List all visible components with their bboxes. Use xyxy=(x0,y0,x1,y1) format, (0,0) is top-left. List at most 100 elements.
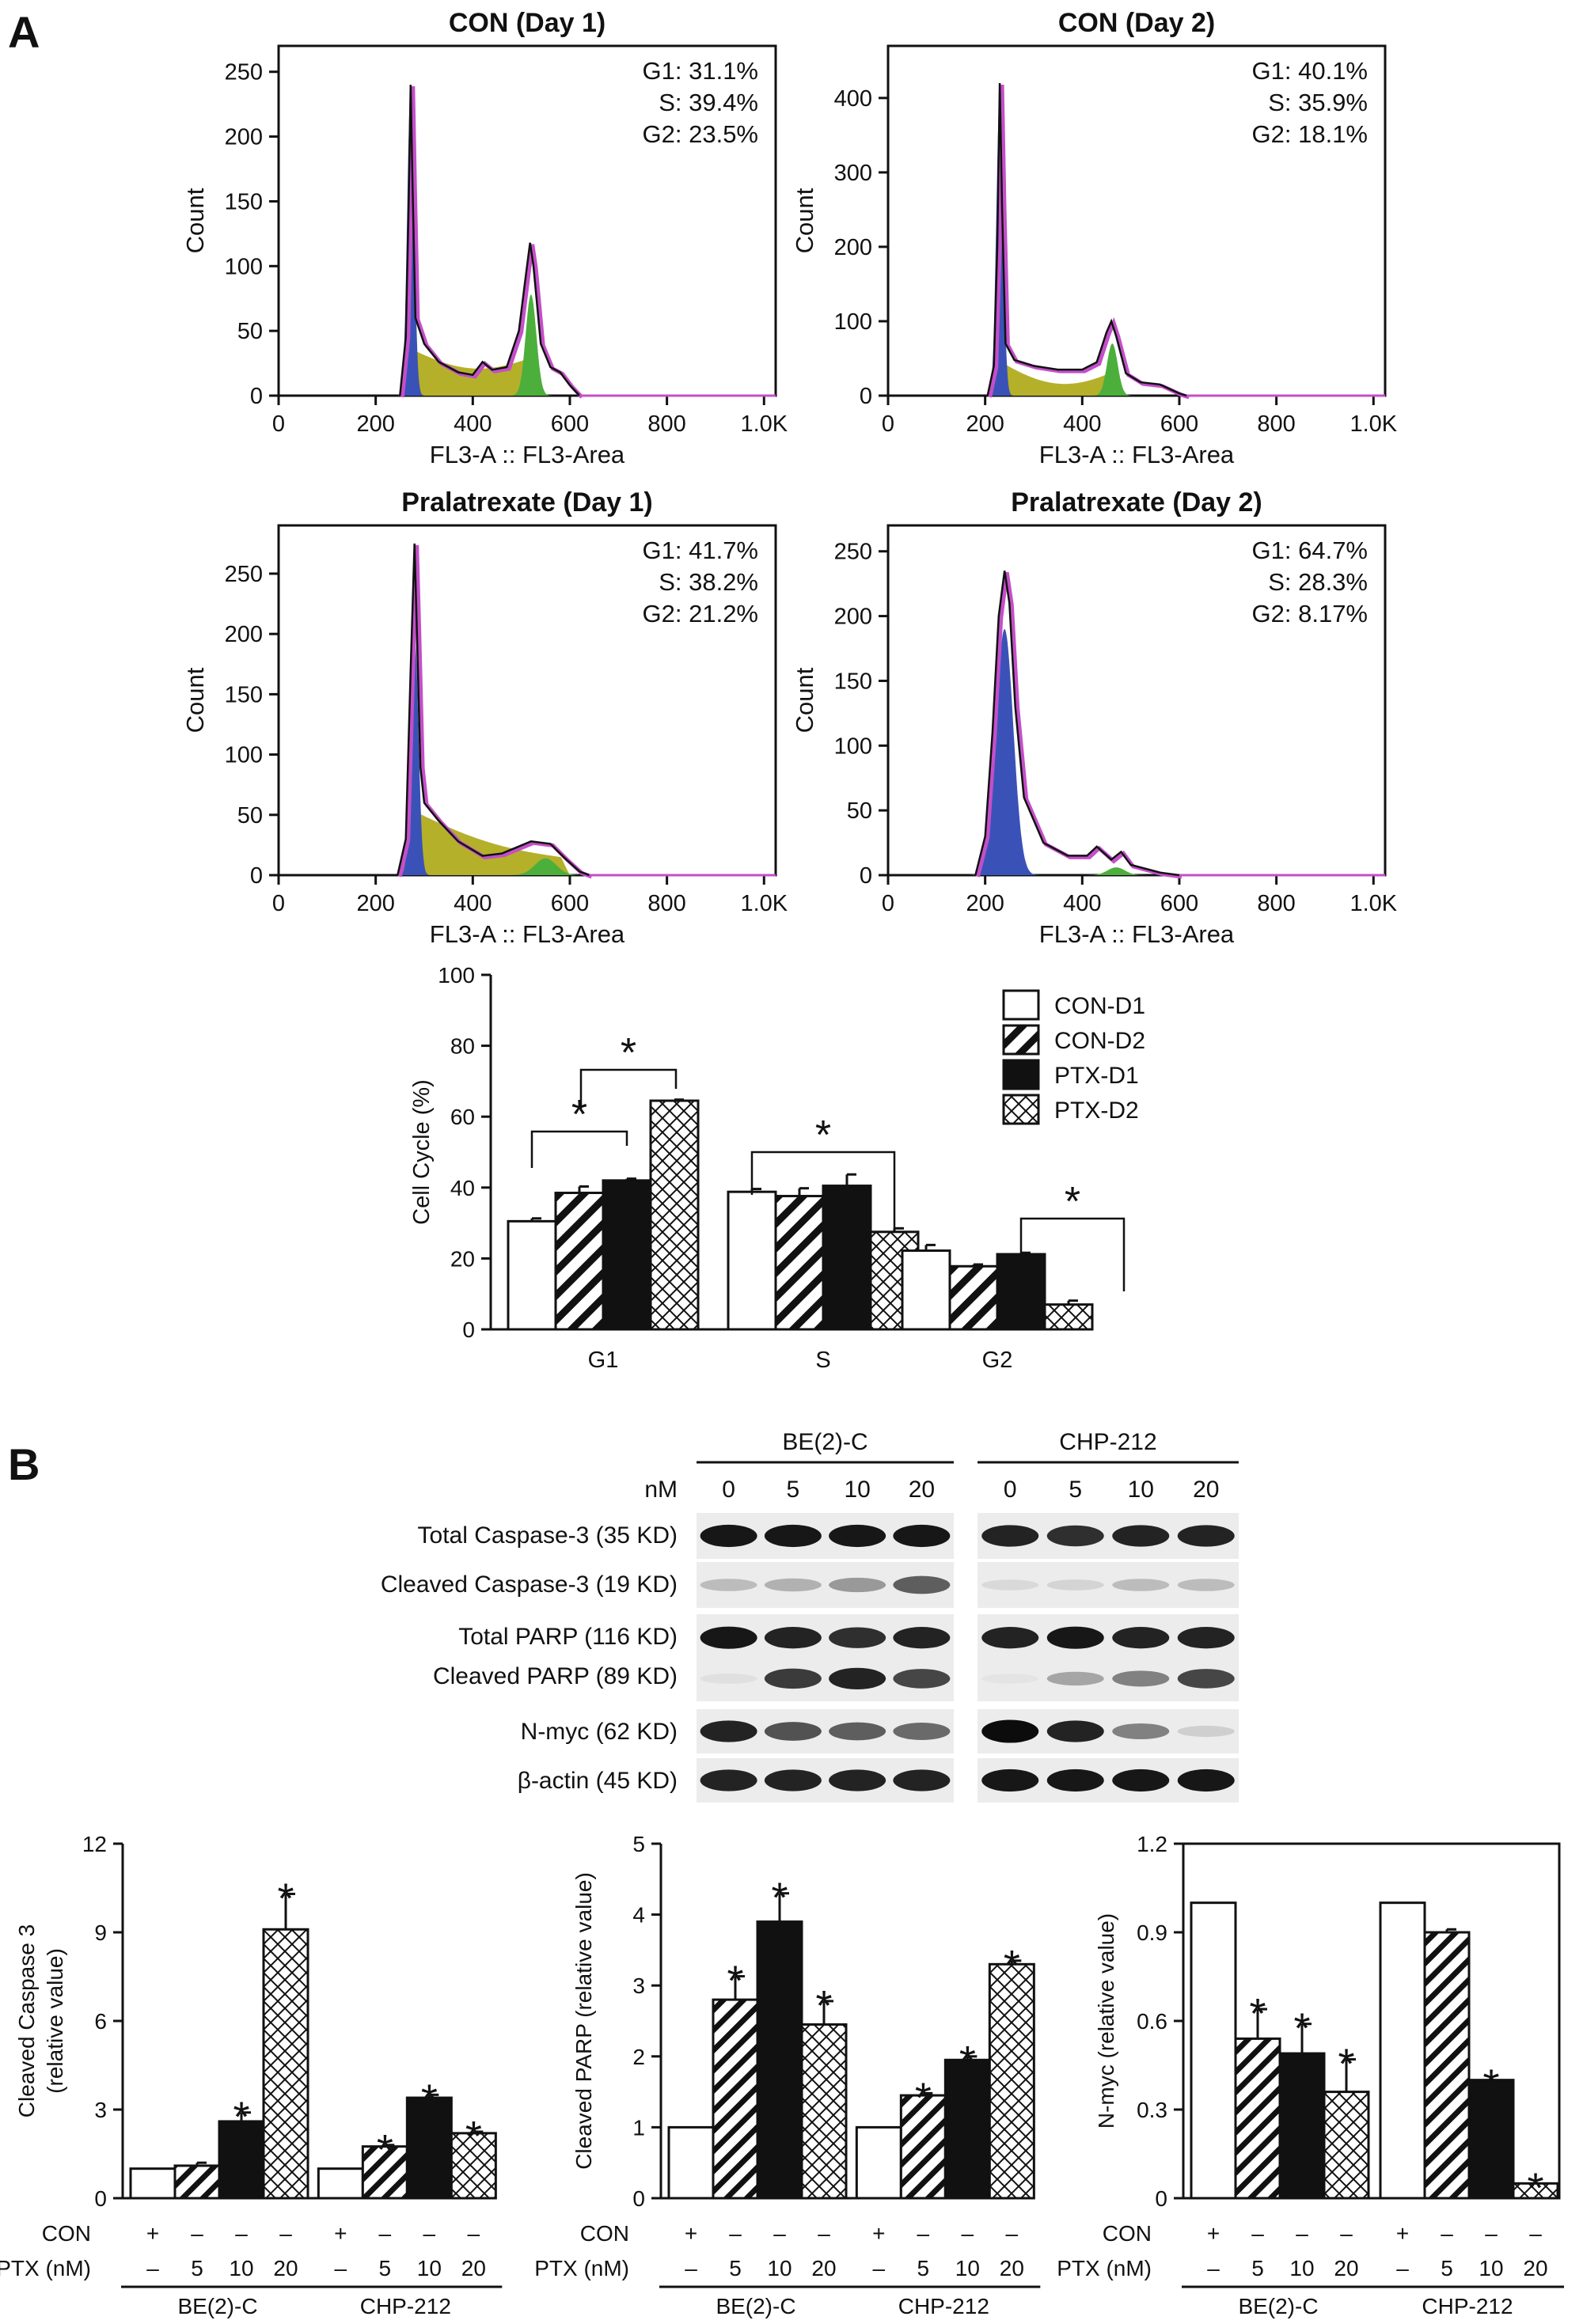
con-row-value: + xyxy=(1396,2221,1409,2246)
con-row-value: – xyxy=(423,2221,436,2246)
dose-label: 20 xyxy=(1193,1477,1219,1503)
blot-band xyxy=(700,1720,757,1742)
significance-star: * xyxy=(621,1030,636,1076)
significance-star: * xyxy=(915,2074,932,2121)
group-label: CHP-212 xyxy=(1422,2294,1513,2318)
blot-band xyxy=(829,1627,886,1648)
con-row-value: – xyxy=(917,2221,930,2246)
x-axis-label: FL3-A :: FL3-Area xyxy=(430,441,625,468)
ptx-row-value: – xyxy=(873,2256,886,2280)
ptx-row-value: 5 xyxy=(1441,2256,1453,2280)
y-axis-label: (relative value) xyxy=(43,1948,67,2094)
blot-band xyxy=(764,1578,822,1592)
bar-6 xyxy=(1467,2079,1515,2200)
bar-6 xyxy=(943,2058,991,2200)
legend-label-PTX-D2: PTX-D2 xyxy=(1054,1098,1139,1124)
x-tick-label: 400 xyxy=(1063,891,1101,916)
x-tick-label: 600 xyxy=(1160,891,1198,916)
con-row-value: – xyxy=(962,2221,974,2246)
significance-star: * xyxy=(277,1875,294,1922)
bar-5 xyxy=(1423,1931,1471,2200)
x-tick-label: 0 xyxy=(882,411,894,437)
y-tick-label: 4 xyxy=(632,1903,645,1928)
significance-star: * xyxy=(1065,1179,1080,1225)
y-tick-label: 200 xyxy=(225,125,263,150)
con-row-value: – xyxy=(818,2221,830,2246)
ptx-row-value: 10 xyxy=(1479,2256,1503,2280)
phase-stat-1: S: 35.9% xyxy=(1268,89,1368,116)
bar-5 xyxy=(361,2145,408,2200)
x-tick-label: 800 xyxy=(1257,411,1295,437)
y-tick-label: 150 xyxy=(225,189,263,214)
x-tick-label: 800 xyxy=(647,891,685,916)
x-tick-label: 200 xyxy=(966,411,1004,437)
con-row-value: – xyxy=(1006,2221,1019,2246)
y-tick-label: 9 xyxy=(94,1920,107,1945)
s-phase-area xyxy=(403,348,544,396)
blot-band xyxy=(893,1524,951,1548)
blot-band xyxy=(700,1626,757,1649)
bar-1 xyxy=(173,2164,221,2200)
bar-2 xyxy=(1278,2052,1326,2200)
bar-4 xyxy=(855,2125,902,2200)
ptx-row-value: 10 xyxy=(767,2256,792,2280)
y-tick-label: 0 xyxy=(632,2186,645,2211)
bar-2 xyxy=(218,2120,265,2200)
x-axis-label: FL3-A :: FL3-Area xyxy=(1039,441,1235,468)
y-axis-label: Count xyxy=(181,188,209,253)
data-line xyxy=(974,571,1180,877)
plot-frame xyxy=(886,44,1387,397)
con-row-value: + xyxy=(1207,2221,1220,2246)
legend-swatch-CON-D1 xyxy=(1002,989,1040,1021)
y-tick-label: 150 xyxy=(834,669,872,694)
blot-band xyxy=(764,1722,822,1741)
y-tick-label: 40 xyxy=(450,1176,475,1200)
cell-line-header: CHP-212 xyxy=(1059,1429,1156,1455)
blot-band xyxy=(981,1719,1039,1743)
x-tick-label: 400 xyxy=(454,891,492,916)
panel-label-a: A xyxy=(8,7,40,57)
group-label: CHP-212 xyxy=(898,2294,989,2318)
y-tick-label: 100 xyxy=(438,963,475,988)
y-tick-label: 0 xyxy=(1155,2186,1167,2211)
y-tick-label: 5 xyxy=(632,1832,645,1856)
blot-band xyxy=(700,1769,757,1791)
bar-7 xyxy=(1512,2182,1559,2200)
bar-3 xyxy=(1323,2091,1370,2200)
y-tick-label: 250 xyxy=(834,540,872,565)
con-row-value: – xyxy=(1485,2221,1498,2246)
significance-star: * xyxy=(959,2038,976,2085)
x-tick-label: 0 xyxy=(882,891,894,916)
blot-band xyxy=(1046,1769,1104,1792)
con-row-label: CON xyxy=(1103,2221,1152,2246)
y-tick-label: 300 xyxy=(834,161,872,186)
category-label-1: S xyxy=(815,1348,830,1373)
blot-band xyxy=(1177,1725,1235,1738)
y-axis-label: Count xyxy=(181,667,209,733)
bar-CON-D1-S xyxy=(727,1190,777,1331)
blot-band xyxy=(893,1575,951,1594)
significance-bracket xyxy=(750,1151,896,1231)
band-label: Cleaved PARP (89 KD) xyxy=(433,1663,678,1689)
dose-unit-label: nM xyxy=(644,1477,678,1503)
ptx-row-value: 5 xyxy=(917,2256,930,2280)
blot-band xyxy=(829,1722,886,1741)
bar-0 xyxy=(129,2167,177,2200)
blot-band xyxy=(700,1673,757,1684)
blot-band xyxy=(1046,1720,1104,1742)
blot-band xyxy=(700,1524,757,1548)
dose-label: 10 xyxy=(1128,1477,1154,1503)
y-tick-label: 200 xyxy=(225,622,263,647)
blot-band xyxy=(1112,1525,1170,1547)
con-row-value: – xyxy=(468,2221,480,2246)
histogram-ptx-day1: Pralatrexate (Day 1) G1: 41.7% S: 38.2% G2:… xyxy=(181,487,788,948)
y-tick-label: 60 xyxy=(450,1105,475,1129)
x-tick-label: 1.0K xyxy=(1350,411,1397,437)
con-row-value: – xyxy=(379,2221,392,2246)
significance-star: * xyxy=(1527,2164,1543,2212)
ptx-row-value: 10 xyxy=(229,2256,253,2280)
ptx-row-value: 20 xyxy=(811,2256,836,2280)
nmyc-chart: 0 0.3 0.6 0.9 1.2 N-myc (relative value) + – * – 5… xyxy=(1057,1832,1564,2318)
con-row-value: – xyxy=(191,2221,203,2246)
phase-stat-2: G2: 21.2% xyxy=(643,600,758,627)
